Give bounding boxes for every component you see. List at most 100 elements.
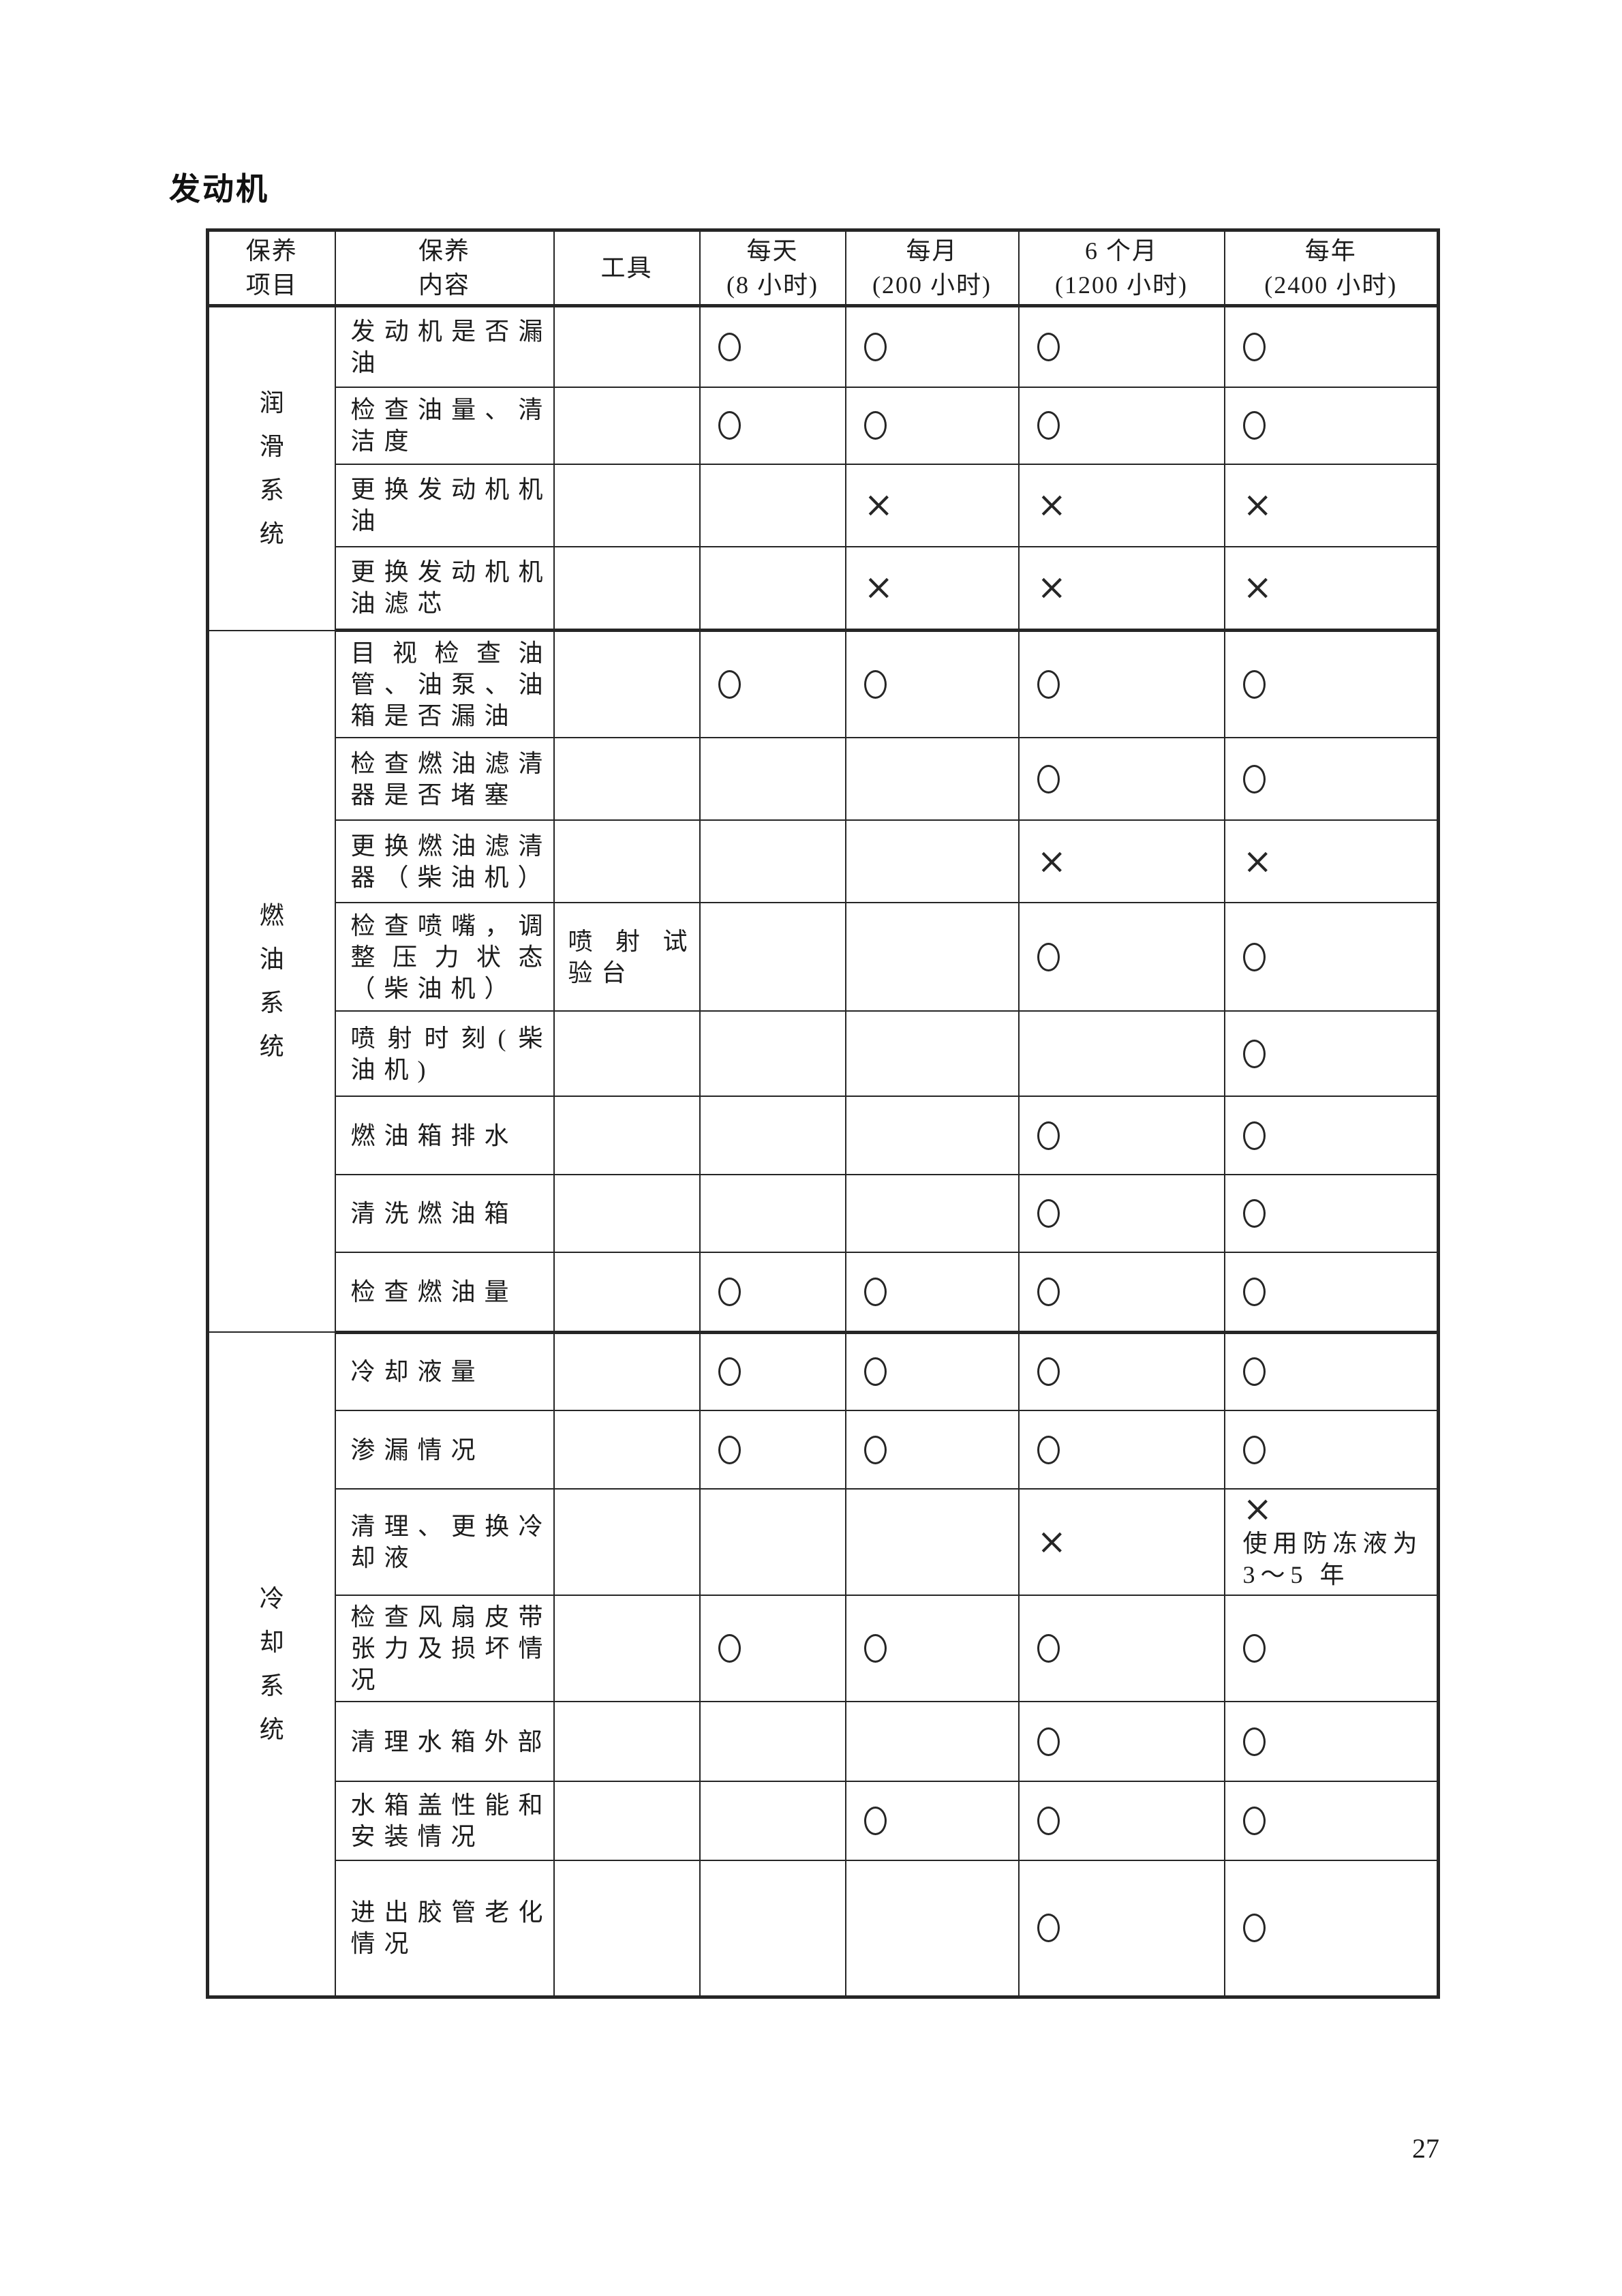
cell-maintenance-content: 更换发动机机油滤芯 xyxy=(334,545,555,632)
cell-mark-daily xyxy=(699,1781,846,1861)
table-row: 清理、更换冷却液 × × 使用防冻液为3～5 年 xyxy=(208,1488,1439,1596)
cell-maintenance-content: 发动机是否漏油 xyxy=(334,305,555,388)
circle-mark-icon xyxy=(863,1435,887,1464)
table-body: 润滑系统发动机是否漏油 检查油量、清洁度 更换发动机机油 × × × 更换发动机机油滤芯 × ×… xyxy=(206,305,1439,1999)
cell-mark-yearly xyxy=(1223,902,1439,1012)
cell-tool xyxy=(553,1701,701,1782)
header-row: 保养 项目 保养 内容 工具 每天 (8 小时) 每月 (200 小时) 6 个… xyxy=(206,229,1439,307)
circle-mark-icon xyxy=(1037,670,1060,699)
cell-mark-yearly xyxy=(1223,1410,1439,1490)
cell-mark-daily xyxy=(699,629,846,738)
cell-maintenance-content: 清理水箱外部 xyxy=(334,1701,555,1782)
cross-mark-icon: × xyxy=(1242,1489,1273,1530)
cell-mark-six-months xyxy=(1017,1010,1225,1097)
cross-mark-icon: × xyxy=(1037,841,1067,882)
cell-mark-monthly xyxy=(844,1860,1020,1999)
circle-mark-icon xyxy=(1242,1914,1266,1943)
circle-mark-icon xyxy=(1037,1121,1060,1150)
circle-mark-icon xyxy=(863,1634,887,1663)
table-row: 更换发动机机油 × × × xyxy=(208,463,1439,547)
table-row: 润滑系统发动机是否漏油 xyxy=(206,305,1439,631)
cell-tool xyxy=(553,386,701,465)
circle-mark-icon xyxy=(1037,332,1060,361)
cell-mark-monthly xyxy=(844,1010,1020,1097)
cross-mark-icon: × xyxy=(1037,1522,1067,1562)
cell-tool xyxy=(553,545,701,632)
circle-mark-icon xyxy=(1037,1435,1060,1464)
cell-maintenance-content: 进出胶管老化情况 xyxy=(334,1860,555,1999)
cell-tool xyxy=(553,1096,701,1175)
cell-maintenance-content: 目视检查油管、油泵、油箱是否漏油 xyxy=(334,629,555,738)
cell-tool xyxy=(553,737,701,821)
circle-mark-icon xyxy=(863,670,887,699)
cell-tool xyxy=(553,1410,701,1490)
circle-mark-icon xyxy=(718,332,741,361)
circle-mark-icon xyxy=(1242,1634,1266,1663)
cell-mark-monthly xyxy=(844,1488,1020,1596)
cell-mark-yearly xyxy=(1223,1701,1439,1782)
cell-tool xyxy=(553,1781,701,1861)
cell-maintenance-content: 清洗燃油箱 xyxy=(334,1174,555,1253)
cell-mark-monthly xyxy=(844,1331,1020,1411)
header-yearly: 每年 (2400 小时) xyxy=(1223,229,1439,307)
cell-tool xyxy=(553,819,701,903)
cell-mark-daily xyxy=(699,1096,846,1175)
circle-mark-icon xyxy=(1037,1727,1060,1756)
cell-mark-yearly xyxy=(1223,1096,1439,1175)
cell-mark-six-months xyxy=(1017,629,1225,738)
cell-mark-yearly xyxy=(1223,386,1439,465)
cell-mark-monthly xyxy=(844,386,1020,465)
cell-maintenance-content: 燃油箱排水 xyxy=(334,1096,555,1175)
table-row: 燃油系统目视检查油管、油泵、油箱是否漏油 xyxy=(206,629,1439,1333)
cell-mark-six-months xyxy=(1017,305,1225,388)
cell-mark-daily xyxy=(699,737,846,821)
cell-mark-yearly: × xyxy=(1223,463,1439,547)
cell-mark-daily xyxy=(699,545,846,632)
table-row: 检查油量、清洁度 xyxy=(208,386,1439,465)
table-row: 喷射时刻(柴油机) xyxy=(208,1010,1439,1097)
cell-mark-yearly xyxy=(1223,1860,1439,1999)
circle-mark-icon xyxy=(1037,1199,1060,1228)
circle-mark-icon xyxy=(1242,411,1266,440)
circle-mark-icon xyxy=(863,1357,887,1387)
circle-mark-icon xyxy=(1242,942,1266,971)
cell-mark-monthly xyxy=(844,1252,1020,1334)
circle-mark-icon xyxy=(718,1277,741,1306)
group-label-cooling-system: 冷却系统 xyxy=(206,1331,336,1997)
group-label-lubrication-system: 润滑系统 xyxy=(206,305,336,631)
cell-mark-monthly xyxy=(844,737,1020,821)
header-daily: 每天 (8 小时) xyxy=(699,229,846,307)
cell-maintenance-content: 冷却液量 xyxy=(334,1331,555,1411)
circle-mark-icon xyxy=(863,1277,887,1306)
cell-mark-daily xyxy=(699,386,846,465)
cell-maintenance-content: 更换发动机机油 xyxy=(334,463,555,547)
cell-mark-six-months xyxy=(1017,902,1225,1012)
circle-mark-icon xyxy=(1242,1199,1266,1228)
cell-maintenance-content: 检查燃油量 xyxy=(334,1252,555,1334)
cell-mark-six-months xyxy=(1017,737,1225,821)
cell-mark-daily xyxy=(699,1860,846,1999)
cell-mark-yearly xyxy=(1223,737,1439,821)
circle-mark-icon xyxy=(718,1435,741,1464)
circle-mark-icon xyxy=(863,332,887,361)
cell-mark-yearly xyxy=(1223,1252,1439,1334)
cell-tool xyxy=(553,1595,701,1702)
cell-mark-six-months xyxy=(1017,1174,1225,1253)
circle-mark-icon xyxy=(1037,1277,1060,1306)
cross-mark-icon: × xyxy=(1037,485,1067,526)
cell-tool xyxy=(553,1252,701,1334)
cross-mark-icon: × xyxy=(1242,567,1273,609)
cell-tool xyxy=(553,463,701,547)
cell-mark-yearly xyxy=(1223,1174,1439,1253)
cell-maintenance-content: 渗漏情况 xyxy=(334,1410,555,1490)
cell-mark-daily xyxy=(699,902,846,1012)
table-row: 检查喷嘴，调整压力状态（柴油机） 喷射试验台 xyxy=(208,902,1439,1012)
cross-mark-icon: × xyxy=(863,485,894,526)
cell-mark-daily xyxy=(699,1595,846,1702)
group-label-fuel-system: 燃油系统 xyxy=(206,629,336,1333)
cell-mark-six-months: × xyxy=(1017,545,1225,632)
circle-mark-icon xyxy=(1242,1357,1266,1387)
table-row: 清洗燃油箱 xyxy=(208,1174,1439,1253)
cell-tool xyxy=(553,629,701,738)
cell-mark-monthly xyxy=(844,305,1020,388)
